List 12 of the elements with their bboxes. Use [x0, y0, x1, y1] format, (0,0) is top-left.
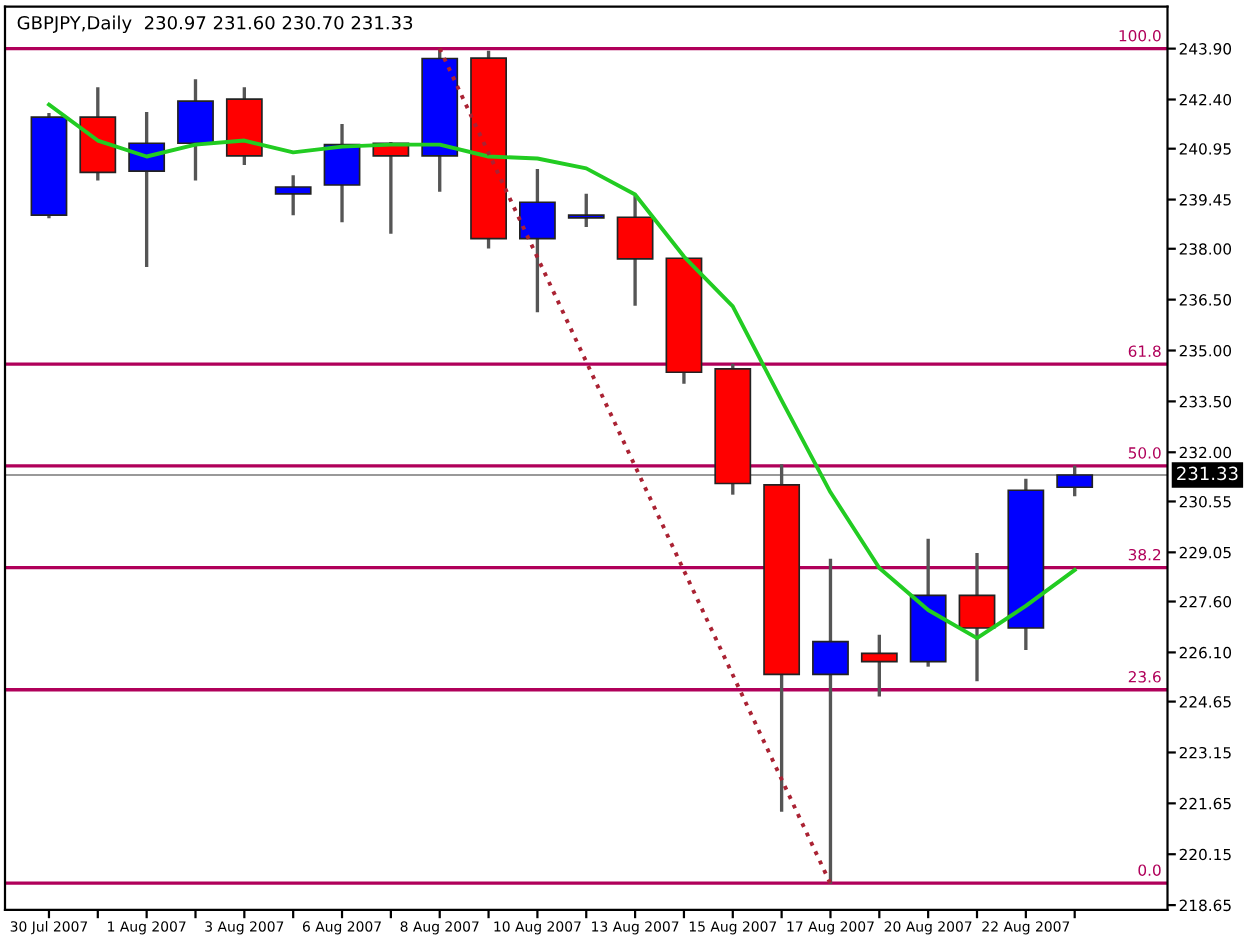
- candlestick: [958, 551, 996, 683]
- ref-line-label: 231.33: [1177, 466, 1238, 481]
- candlestick: [177, 77, 214, 183]
- chart-title: GBPJPY,Daily 230.97 231.60 230.70 231.33: [17, 15, 413, 34]
- candlestick: [812, 557, 849, 886]
- candlestick: [274, 173, 312, 217]
- candlestick: [518, 167, 556, 314]
- candlestick: [567, 192, 605, 229]
- candlestick: [1056, 464, 1094, 499]
- line-series: [47, 102, 1077, 641]
- candlestick: [860, 633, 898, 699]
- candlestick: [616, 194, 654, 308]
